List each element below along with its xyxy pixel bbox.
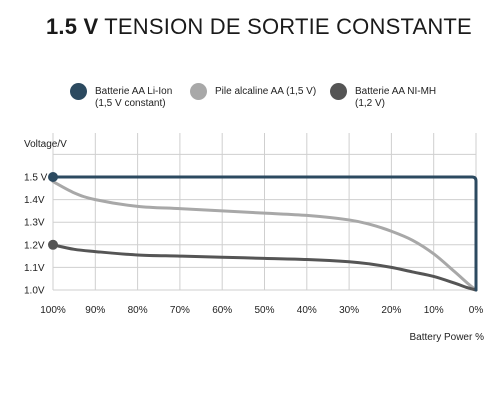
x-tick-label: 70%	[170, 305, 190, 316]
x-tick-label: 30%	[339, 305, 359, 316]
chart-title: 1.5 V TENSION DE SORTIE CONSTANTE	[46, 14, 472, 40]
legend-dot-nimh	[330, 83, 347, 100]
y-tick-label: 1.1V	[24, 263, 45, 274]
legend-text-alkaline: Pile alcaline AA (1,5 V)	[215, 86, 316, 98]
x-tick-label: 90%	[85, 305, 105, 316]
legend-dot-alkaline	[190, 83, 207, 100]
legend-alkaline-line1: Pile alcaline AA (1,5 V)	[215, 86, 317, 97]
x-tick-label: 0%	[469, 305, 484, 316]
legend-nimh-line1: Batterie AA NI-MH	[355, 86, 437, 97]
marker-nimh-start	[48, 239, 58, 250]
x-tick-label: 40%	[297, 305, 317, 316]
title-text: TENSION DE SORTIE CONSTANTE	[104, 14, 472, 39]
legend-li-ion-line1: Batterie AA Li-Ion	[95, 86, 173, 97]
series-nimh-line	[51, 243, 478, 292]
legend-item-nimh: Batterie AA NI-MH (1,2 V)	[330, 83, 436, 110]
x-tick-label: 50%	[254, 305, 274, 316]
y-axis-label: Voltage/V	[24, 139, 67, 150]
legend-nimh-line2: (1,2 V)	[355, 98, 386, 109]
title-voltage: 1.5 V	[46, 14, 99, 39]
y-tick-label: 1.3V	[24, 218, 45, 229]
legend-item-alkaline: Pile alcaline AA (1,5 V)	[190, 83, 316, 100]
y-tick-label: 1.0V	[24, 286, 45, 297]
series-li-ion-line	[51, 175, 478, 292]
y-tick-label: 1.5 V	[24, 173, 48, 184]
legend-li-ion-line2: (1,5 V constant)	[95, 98, 166, 109]
x-axis-label: Battery Power %	[410, 332, 485, 343]
y-tick-label: 1.4V	[24, 195, 45, 206]
legend-dot-li-ion	[70, 83, 87, 100]
series-alkaline-line	[51, 180, 478, 292]
marker-li-ion-start	[48, 172, 58, 182]
x-tick-label: 20%	[381, 305, 401, 316]
x-tick-label: 60%	[212, 305, 232, 316]
legend-text-li-ion: Batterie AA Li-Ion (1,5 V constant)	[95, 86, 172, 110]
legend-text-nimh: Batterie AA NI-MH (1,2 V)	[355, 86, 436, 110]
legend-item-li-ion: Batterie AA Li-Ion (1,5 V constant)	[70, 83, 172, 110]
x-tick-label: 80%	[128, 305, 148, 316]
x-tick-label: 10%	[424, 305, 444, 316]
x-tick-label: 100%	[40, 305, 66, 316]
y-tick-label: 1.2V	[24, 240, 45, 251]
